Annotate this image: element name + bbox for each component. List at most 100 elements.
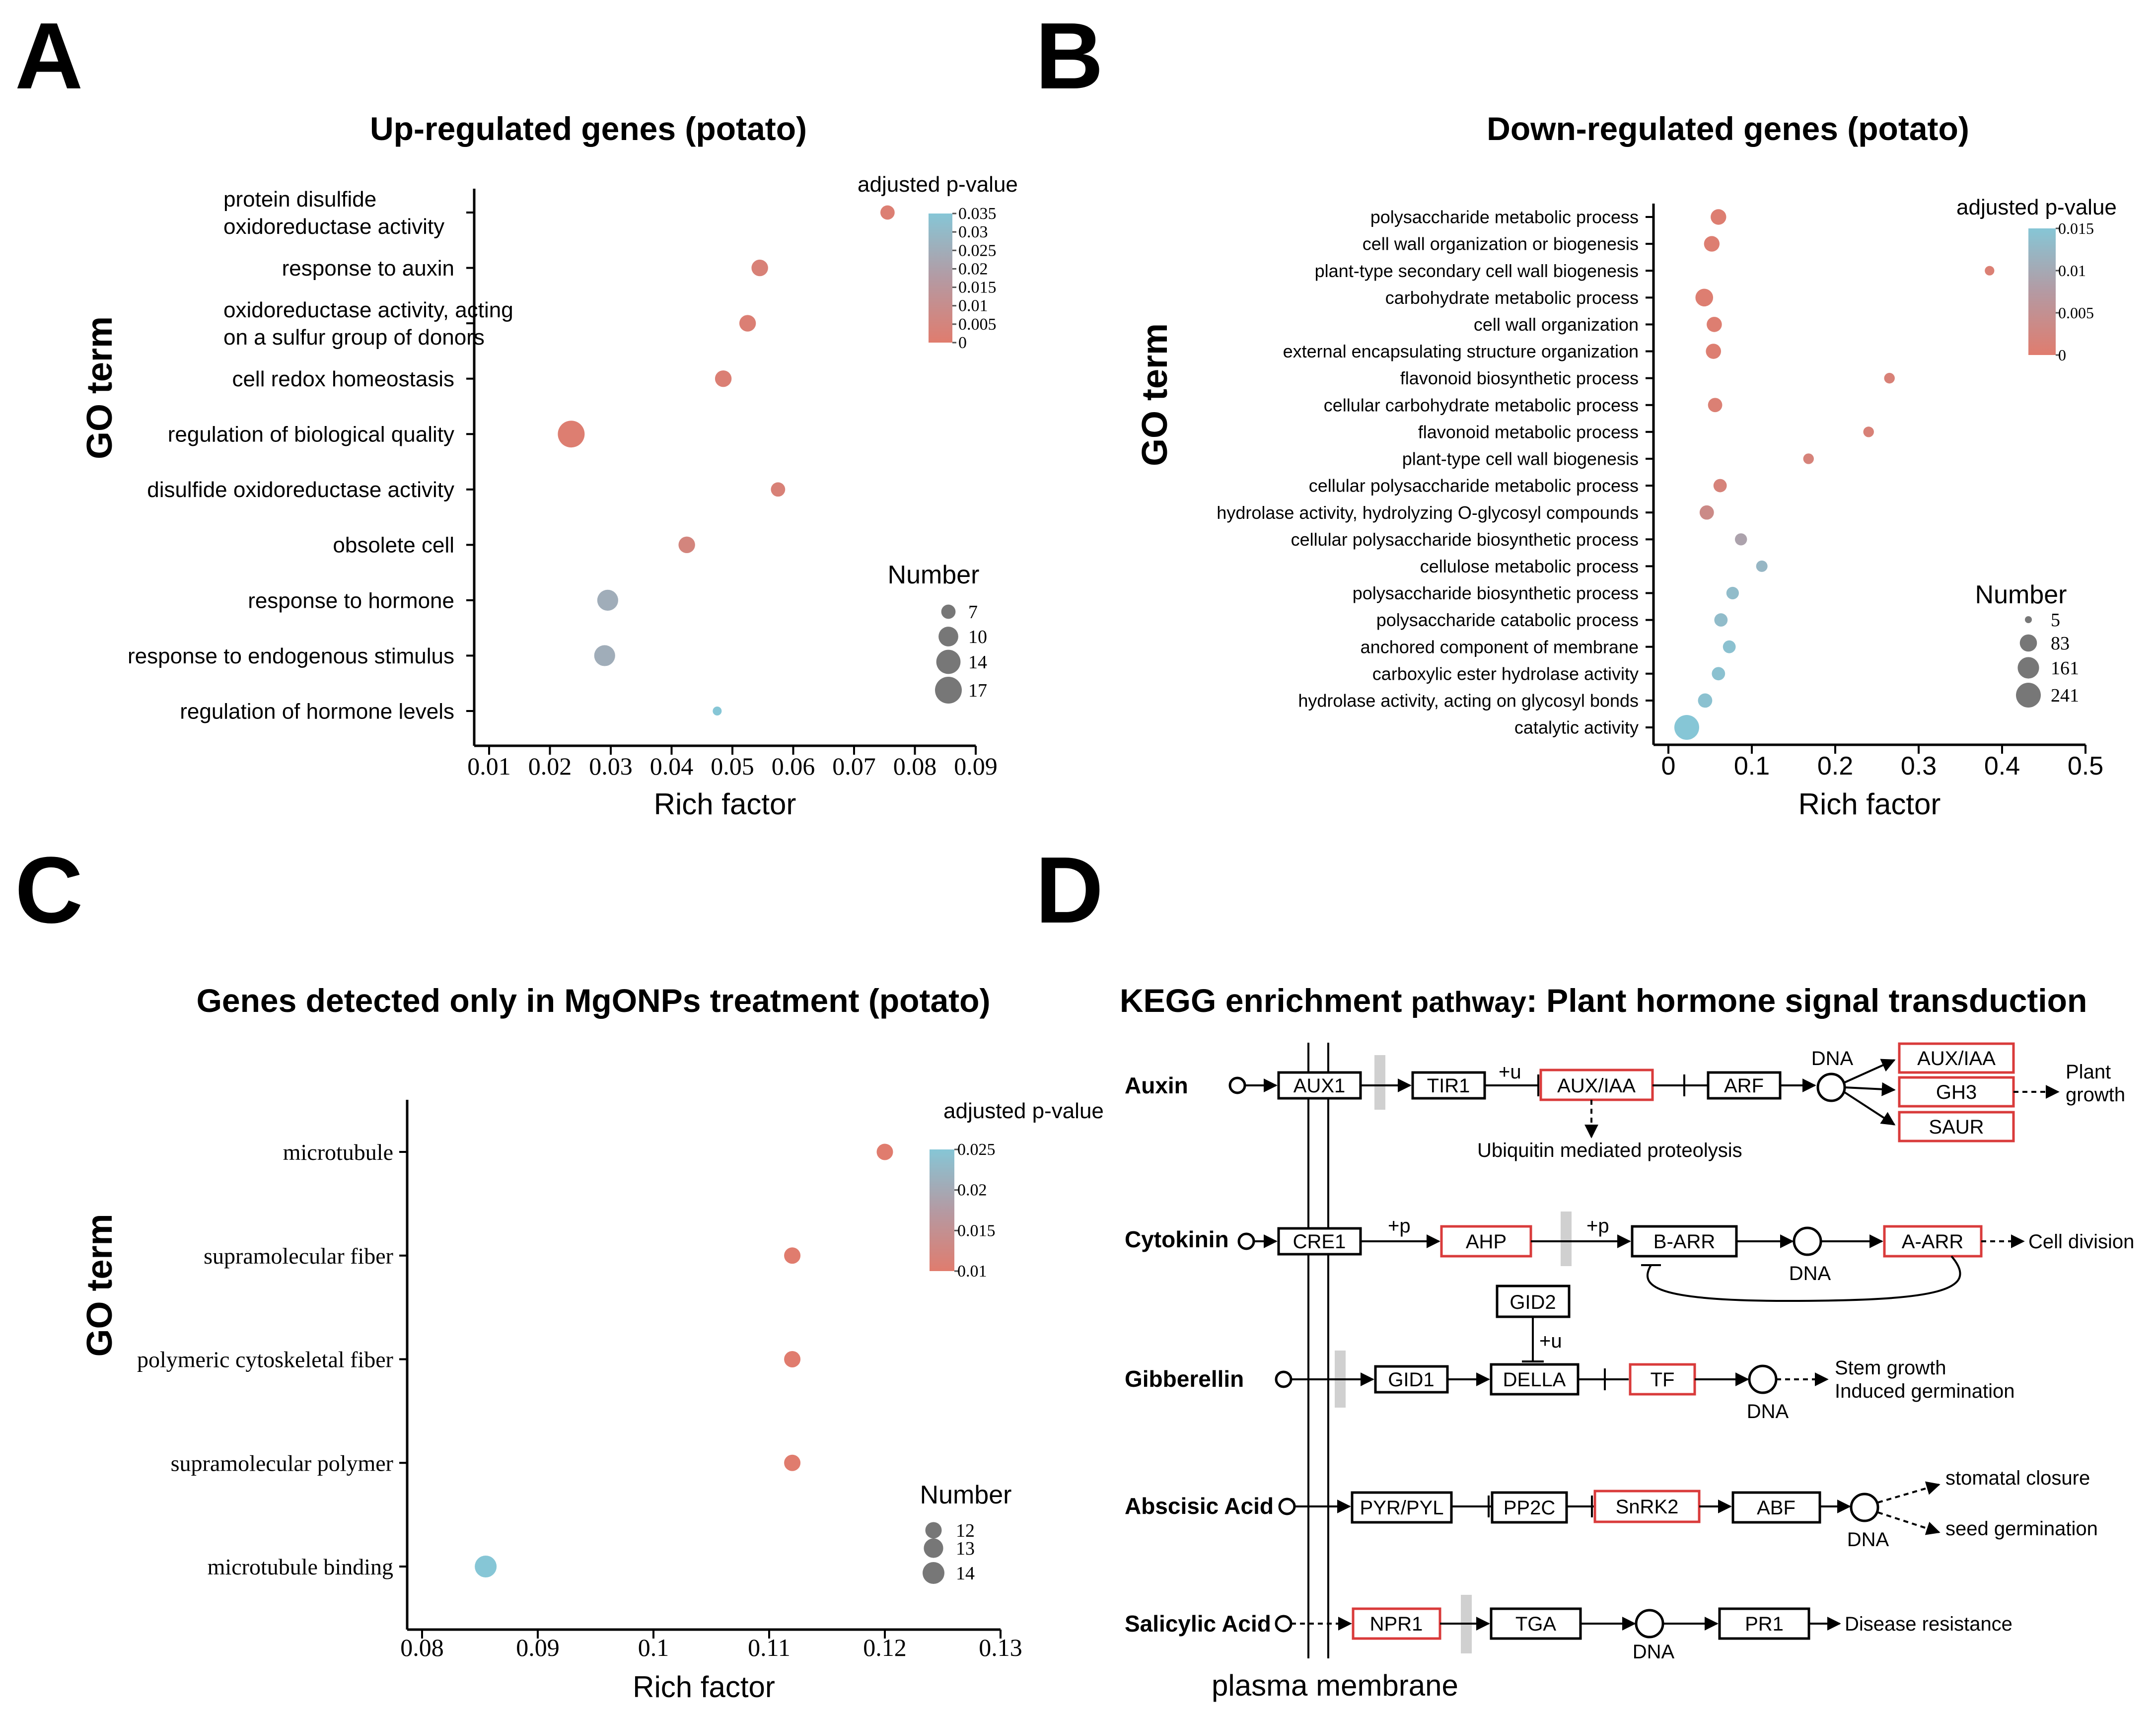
node-della-label: DELLA [1503, 1369, 1566, 1391]
x-tick-label-a: 0.05 [711, 752, 754, 780]
legend-p-tick-label-b: 0.015 [2058, 219, 2094, 237]
legend-n-dot-b [2016, 683, 2041, 708]
term-label-a: response to hormone [248, 588, 454, 613]
target-gh3 [1898, 1076, 2015, 1108]
term-label-b: carboxylic ester hydrolase activity [1372, 663, 1639, 684]
salicylic-acid-label: Salicylic Acid [1125, 1611, 1271, 1637]
x-tick-label-b: 0.1 [1734, 752, 1770, 781]
legend-n-label-c: 14 [956, 1563, 975, 1584]
node-cre1 [1277, 1227, 1362, 1256]
data-point-a [739, 315, 756, 332]
legend-n-label-a: 14 [968, 652, 987, 673]
node-pr1 [1718, 1607, 1810, 1640]
salicylic-dna-label: DNA [1633, 1641, 1675, 1663]
node-a-arr [1883, 1225, 1983, 1258]
x-tick-label-b: 0 [1661, 752, 1676, 781]
legend-n-label-c: 12 [956, 1520, 975, 1541]
x-axis-title-b: Rich factor [1798, 787, 1941, 821]
data-point-b [1723, 640, 1736, 653]
kegg-pathway: KEGG enrichment pathway: Plant hormone s… [1120, 982, 2134, 1702]
membrane-label: plasma membrane [1212, 1669, 1458, 1702]
node-ahp-label: AHP [1466, 1231, 1507, 1253]
legend-p-title-c: adjusted p-value [943, 1099, 1104, 1123]
x-tick-label-a: 0.06 [772, 752, 815, 780]
legend-n-title-c: Number [920, 1481, 1012, 1509]
term-label-b: cellular carbohydrate metabolic process [1324, 395, 1639, 415]
target-aux-iaa [1898, 1042, 2015, 1074]
node-pr1-label: PR1 [1745, 1613, 1784, 1635]
legend-n-label-b: 83 [2051, 633, 2070, 654]
cytokinin-block [1561, 1212, 1572, 1266]
panel-letter-a: A [15, 3, 83, 109]
term-label-b: cell wall organization [1474, 314, 1639, 335]
legend-n-dot-c [923, 1562, 944, 1584]
data-point-a [558, 421, 585, 448]
legend-p-tick-label-a: 0.015 [958, 279, 997, 297]
auxin-plus-u: +u [1499, 1061, 1521, 1083]
x-tick-label-b: 0.3 [1901, 752, 1937, 781]
data-point-c [876, 1143, 893, 1160]
data-point-a [597, 589, 618, 611]
data-point-a [880, 205, 895, 220]
legend-p-tick-label-c: 0.015 [957, 1221, 996, 1240]
abscisic-outcome-2: seed germination [1945, 1518, 2098, 1540]
term-label-a: response to auxin [282, 256, 454, 281]
node-tir1-label: TIR1 [1427, 1075, 1470, 1097]
x-tick-label-c: 0.09 [516, 1634, 560, 1661]
legend-p-tick-label-a: 0 [958, 334, 967, 352]
legend-p-tick-label-b: 0.005 [2058, 304, 2094, 322]
term-label-b: cellulose metabolic process [1420, 556, 1639, 576]
term-label-b: polysaccharide biosynthetic process [1353, 583, 1639, 603]
auxin-ligand [1228, 1076, 1246, 1094]
legend-p-tick-label-a: 0.035 [958, 205, 997, 223]
node-b-arr-label: B-ARR [1653, 1231, 1715, 1253]
data-point-c [784, 1454, 801, 1471]
salicylic-dna [1635, 1609, 1664, 1639]
abscisic-outcome-1: stomatal closure [1945, 1467, 2090, 1489]
data-point-b [1726, 586, 1739, 600]
legend-p-tick-label-a: 0.005 [958, 315, 997, 334]
term-label-a: protein disulfide [223, 187, 376, 212]
gibberellin-pathway: GID2 +u Gibberellin GID1 DELLA TF DNA St… [1125, 1284, 2014, 1423]
legend-p-tick-label-c: 0.025 [957, 1141, 996, 1159]
node-tga [1490, 1607, 1582, 1640]
auxin-pathway: Auxin AUX1 TIR1 +u AUX/IAA Ubiquitin med… [1125, 1042, 2125, 1161]
term-label-b: carbohydrate metabolic process [1385, 287, 1639, 308]
legend-n-label-a: 10 [968, 627, 987, 647]
data-point-b [1699, 505, 1714, 520]
cytokinin-outcome: Cell division [2028, 1231, 2134, 1253]
node-aux-iaa-label: AUX/IAA [1557, 1075, 1636, 1097]
term-label-c: microtubule [283, 1140, 393, 1165]
abscisic-acid-label: Abscisic Acid [1125, 1493, 1274, 1519]
salicylic-acid-pathway: Salicylic Acid NPR1 TGA DNA PR1 Disease … [1125, 1595, 2012, 1663]
abscisic-dna-label: DNA [1847, 1529, 1889, 1551]
term-label-b: anchored component of membrane [1361, 637, 1639, 657]
cytokinin-feedback-loop [1647, 1255, 1961, 1302]
x-tick-label-a: 0.02 [528, 752, 572, 780]
term-label-c: supramolecular polymer [171, 1450, 393, 1476]
node-tf [1629, 1363, 1696, 1396]
data-point-b [1712, 667, 1725, 681]
data-point-b [1707, 317, 1722, 332]
term-label-c: microtubule binding [208, 1554, 393, 1579]
term-label-a: oxidoreductase activity [223, 214, 444, 239]
legend-n-label-b: 161 [2051, 658, 2079, 679]
cytokinin-dna-label: DNA [1789, 1263, 1831, 1284]
legend-n-dot-b [2019, 634, 2037, 652]
legend-p-gradient-c [930, 1149, 954, 1271]
legend-n-dot-a [941, 604, 956, 619]
legend-p-tick-label-a: 0.025 [958, 241, 997, 260]
gibberellin-outcome-1: Stem growth [1835, 1357, 1946, 1379]
data-point-b [1803, 453, 1814, 464]
data-point-a [678, 536, 695, 554]
x-tick-label-c: 0.13 [979, 1634, 1022, 1661]
x-tick-label-a: 0.09 [954, 752, 998, 780]
data-point-c [784, 1247, 801, 1264]
legend-n-dot-b [2025, 616, 2032, 623]
x-axis-title-c: Rich factor [633, 1670, 775, 1704]
auxin-label: Auxin [1125, 1072, 1188, 1098]
gibberellin-plus-u: +u [1539, 1330, 1562, 1352]
cytokinin-dna [1793, 1226, 1822, 1256]
auxin-outcome-2: growth [2066, 1084, 2125, 1106]
data-point-b [1884, 372, 1895, 384]
